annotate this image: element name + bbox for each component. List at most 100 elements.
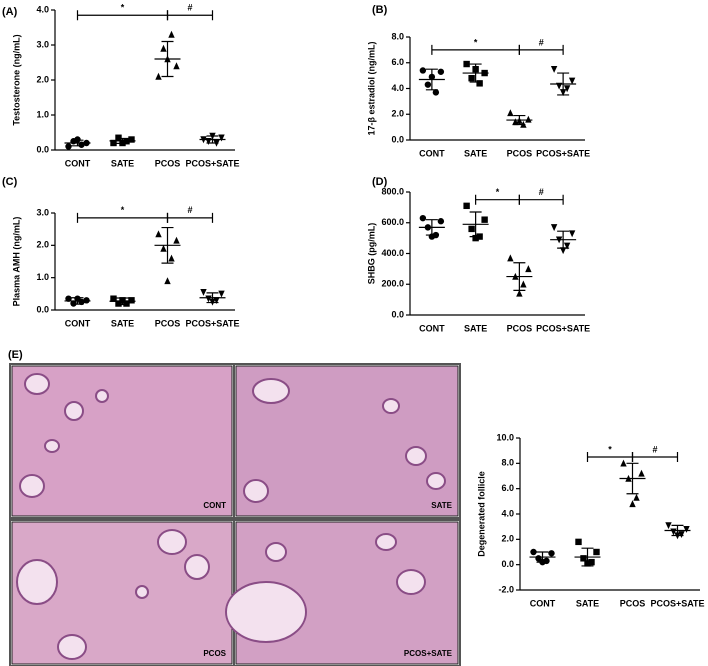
x-tick-label: PCOS bbox=[155, 158, 181, 168]
x-tick-label: PCOS+SATE bbox=[185, 158, 239, 168]
y-axis-label: SHBG (pg/mL) bbox=[366, 223, 376, 285]
significance-label: * bbox=[496, 187, 500, 197]
x-tick-label: SATE bbox=[111, 318, 134, 328]
error-bar bbox=[557, 72, 570, 96]
x-tick-label: PCOS+SATE bbox=[185, 318, 239, 328]
data-point bbox=[168, 30, 175, 38]
y-tick-label: 400.0 bbox=[381, 248, 404, 258]
follicle bbox=[57, 634, 87, 660]
y-tick-label: 3.0 bbox=[36, 39, 49, 49]
follicle bbox=[382, 398, 400, 414]
error-bar bbox=[469, 211, 482, 238]
data-point bbox=[128, 297, 135, 304]
y-tick-label: 800.0 bbox=[381, 186, 404, 196]
error-bar bbox=[626, 462, 639, 495]
significance-label: # bbox=[539, 187, 544, 197]
y-tick-label: -2.0 bbox=[498, 584, 514, 594]
follicle bbox=[157, 529, 187, 555]
data-point bbox=[550, 65, 558, 73]
data-point bbox=[160, 244, 167, 252]
data-point bbox=[638, 469, 645, 477]
data-point bbox=[463, 60, 470, 68]
x-tick-label: SATE bbox=[464, 148, 487, 158]
follicle bbox=[24, 373, 50, 395]
y-tick-label: 4.0 bbox=[391, 83, 404, 93]
data-point bbox=[200, 289, 207, 296]
data-point bbox=[110, 139, 117, 147]
follicle bbox=[64, 401, 84, 421]
data-point bbox=[580, 555, 587, 562]
data-point bbox=[70, 300, 77, 307]
data-point bbox=[83, 297, 90, 304]
follicle bbox=[375, 533, 397, 551]
data-point bbox=[432, 89, 440, 96]
error-bar bbox=[206, 292, 219, 304]
data-point bbox=[633, 493, 640, 501]
y-tick-label: 0.0 bbox=[36, 144, 49, 154]
y-tick-label: 4.0 bbox=[501, 508, 514, 518]
image-label: PCOS bbox=[203, 649, 226, 658]
error-bar bbox=[206, 135, 219, 144]
data-point bbox=[128, 136, 135, 143]
data-point bbox=[520, 280, 527, 288]
panel-label: (E) bbox=[8, 349, 23, 361]
image-label: PCOS+SATE bbox=[404, 649, 453, 658]
error-bar bbox=[469, 63, 482, 83]
data-point bbox=[516, 289, 523, 297]
y-tick-label: 0.0 bbox=[501, 559, 514, 569]
error-bar bbox=[513, 114, 526, 126]
data-point bbox=[620, 459, 627, 467]
y-tick-label: 8.0 bbox=[501, 458, 514, 468]
y-tick-label: 1.0 bbox=[36, 109, 49, 119]
data-point bbox=[568, 77, 576, 85]
significance-bracket bbox=[166, 10, 214, 21]
data-point bbox=[683, 526, 690, 533]
data-point bbox=[155, 72, 162, 80]
panel-label: (B) bbox=[372, 4, 388, 16]
error-bar bbox=[513, 262, 526, 291]
x-tick-label: CONT bbox=[65, 158, 91, 168]
x-tick-label: PCOS bbox=[620, 598, 646, 608]
x-tick-label: SATE bbox=[576, 598, 599, 608]
panel-label: (A) bbox=[2, 6, 18, 18]
y-tick-label: 0.0 bbox=[391, 309, 404, 319]
x-tick-label: PCOS+SATE bbox=[536, 148, 590, 158]
significance-label: * bbox=[474, 37, 478, 47]
data-point bbox=[218, 290, 225, 298]
x-tick-label: PCOS bbox=[155, 318, 181, 328]
y-axis-label: 17-β estradiol (ng/mL) bbox=[366, 41, 376, 135]
image-label: SATE bbox=[431, 501, 452, 510]
significance-label: # bbox=[187, 3, 192, 13]
y-tick-label: 10.0 bbox=[496, 432, 514, 442]
error-bar bbox=[557, 230, 570, 249]
data-point bbox=[419, 214, 427, 222]
data-point bbox=[419, 67, 427, 74]
data-point bbox=[173, 62, 180, 70]
data-point bbox=[463, 202, 470, 210]
error-bar bbox=[161, 40, 174, 78]
follicle bbox=[95, 389, 109, 403]
y-tick-label: 6.0 bbox=[391, 57, 404, 67]
data-point bbox=[437, 68, 445, 75]
follicle bbox=[135, 585, 149, 599]
follicle bbox=[265, 542, 287, 562]
x-tick-label: SATE bbox=[111, 158, 134, 168]
data-point bbox=[164, 277, 171, 285]
y-tick-label: 0.0 bbox=[36, 304, 49, 314]
error-bar bbox=[536, 551, 549, 563]
y-tick-label: 1.0 bbox=[36, 272, 49, 282]
data-point bbox=[476, 80, 483, 87]
data-point bbox=[115, 134, 122, 141]
x-tick-label: CONT bbox=[419, 323, 445, 333]
y-tick-label: 2.0 bbox=[501, 534, 514, 544]
y-axis-label: Testosterone (ng/mL) bbox=[11, 34, 21, 125]
significance-bracket bbox=[518, 194, 564, 205]
panel-label: (C) bbox=[2, 176, 18, 188]
y-tick-label: 2.0 bbox=[36, 74, 49, 84]
significance-label: * bbox=[608, 444, 612, 454]
significance-bracket bbox=[631, 452, 679, 462]
data-point bbox=[472, 234, 479, 242]
data-point bbox=[110, 295, 117, 302]
